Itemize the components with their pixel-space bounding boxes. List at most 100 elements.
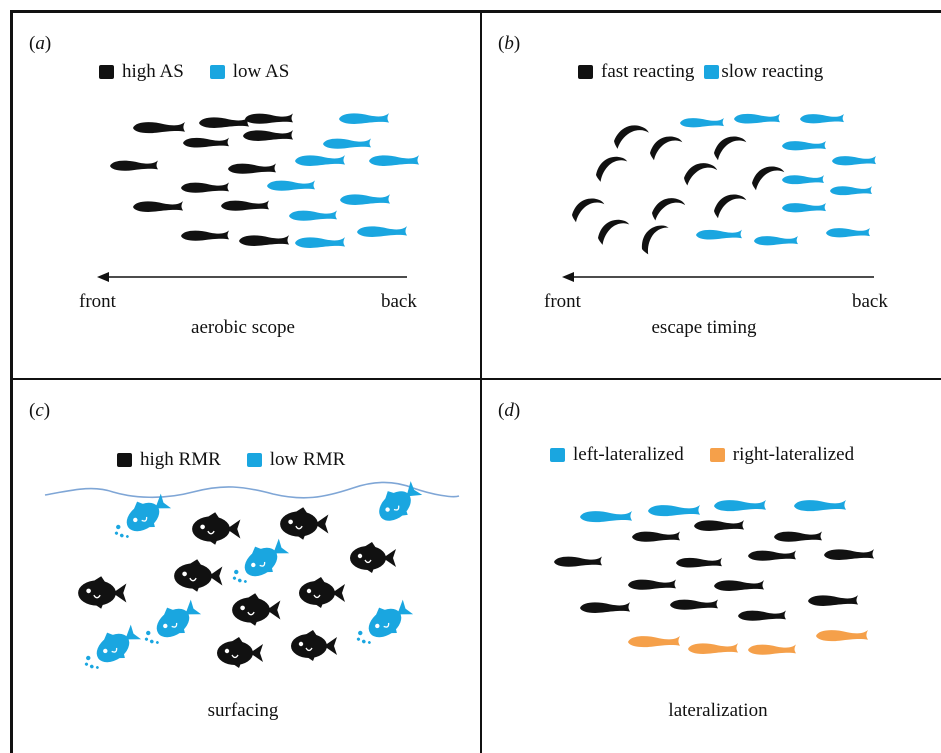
- bubbles-icon: [86, 655, 91, 661]
- legend-label-slow: slow reacting: [721, 61, 824, 82]
- fish-silhouette-icon: [824, 549, 874, 560]
- fish-silhouette-icon: [800, 113, 844, 124]
- round-fish-icon: [356, 599, 414, 644]
- bubbles-icon: [114, 531, 119, 535]
- round-fish-icon: [350, 542, 396, 573]
- fish-silhouette-icon: [734, 113, 780, 124]
- fish-silhouette-icon: [714, 194, 747, 219]
- bubbles-icon: [89, 664, 94, 669]
- caption-b: escape timing: [651, 317, 757, 338]
- caption-a: aerobic scope: [191, 317, 295, 338]
- legend-label-high-rmr: high RMR: [140, 449, 221, 470]
- fish-silhouette-icon: [714, 136, 747, 161]
- fish-silhouette-icon: [598, 219, 630, 245]
- arrow-left-icon: [562, 272, 574, 282]
- fish-silhouette-icon: [339, 113, 389, 124]
- school-diagram-a: [97, 113, 419, 282]
- legend-swatch-high-rmr: [117, 453, 132, 467]
- bubbles-icon: [95, 666, 99, 669]
- panel-label-a: (a): [29, 33, 52, 54]
- fish-silhouette-icon: [650, 136, 683, 161]
- axis-front-a: front: [79, 291, 116, 312]
- fish-silhouette-icon: [816, 629, 868, 642]
- legend-swatch-low-rmr: [246, 453, 262, 467]
- fish-silhouette-icon: [295, 155, 345, 166]
- bubbles-icon: [237, 578, 242, 583]
- legend-swatch-right: [709, 448, 725, 462]
- fish-silhouette-icon: [572, 198, 605, 223]
- fish-silhouette-icon: [340, 194, 390, 205]
- fish-silhouette-icon: [596, 156, 628, 182]
- bubbles-icon: [119, 533, 124, 538]
- round-fish-icon: [232, 538, 290, 583]
- fish-silhouette-icon: [688, 643, 738, 654]
- legend-swatch-slow: [704, 65, 720, 79]
- fish-silhouette-icon: [245, 113, 293, 124]
- legend-swatch-left: [550, 448, 565, 462]
- panel-escape-timing: (b) fast reacting slow reacting front ba…: [482, 10, 941, 380]
- fish-silhouette-icon: [295, 237, 345, 248]
- axis-front-b: front: [544, 291, 581, 312]
- fish-silhouette-icon: [357, 226, 407, 237]
- panel-surfacing: (c) high RMR low RMR surfacing: [10, 380, 482, 753]
- fish-silhouette-icon: [782, 175, 824, 185]
- legend-label-right: right-lateralized: [732, 444, 855, 465]
- bubbles-icon: [116, 524, 121, 530]
- fish-silhouette-icon: [369, 155, 419, 166]
- bubbles-icon: [358, 630, 363, 636]
- surfacing-diagram: [44, 481, 460, 669]
- fish-silhouette-icon: [714, 499, 766, 512]
- arrow-left-icon: [97, 272, 109, 282]
- fish-silhouette-icon: [181, 182, 229, 193]
- fish-silhouette-icon: [826, 227, 870, 238]
- bubbles-icon: [232, 576, 237, 580]
- fish-silhouette-icon: [199, 117, 249, 128]
- fish-silhouette-icon: [239, 235, 289, 246]
- fish-silhouette-icon: [748, 550, 796, 561]
- bubbles-icon: [243, 580, 247, 583]
- legend-b: fast reacting slow reacting: [578, 61, 823, 83]
- panel-label-d: (d): [498, 400, 521, 421]
- round-fish-icon: [114, 493, 172, 538]
- fish-silhouette-icon: [808, 595, 858, 606]
- legend-a: high AS low AS: [99, 61, 289, 83]
- fish-silhouette-icon: [641, 225, 669, 255]
- round-fish-icon: [232, 593, 281, 626]
- caption-c: surfacing: [207, 700, 279, 721]
- bubbles-icon: [149, 639, 154, 644]
- fish-silhouette-icon: [714, 580, 764, 591]
- round-fish-icon: [174, 559, 223, 592]
- fish-silhouette-icon: [580, 510, 632, 523]
- axis-back-b: back: [852, 291, 888, 312]
- school-diagram-b: [562, 113, 876, 282]
- round-fish-icon: [192, 512, 241, 545]
- fish-silhouette-icon: [289, 210, 337, 221]
- round-fish-icon: [217, 637, 263, 668]
- fish-silhouette-icon: [754, 235, 798, 246]
- legend-label-left: left-lateralized: [573, 444, 684, 465]
- legend-swatch-fast: [578, 65, 593, 79]
- round-fish-icon: [379, 481, 423, 521]
- round-fish-icon: [144, 599, 202, 644]
- fish-silhouette-icon: [183, 137, 229, 148]
- legend-swatch-low-as: [209, 65, 225, 79]
- legend-label-high-as: high AS: [122, 61, 184, 82]
- fish-silhouette-icon: [694, 520, 744, 531]
- fish-silhouette-icon: [782, 202, 826, 213]
- school-diagram-d: [554, 499, 874, 655]
- panel-aerobic-scope: (a) high AS low AS front back aerobic sc…: [10, 10, 482, 380]
- fish-silhouette-icon: [832, 155, 876, 166]
- fish-silhouette-icon: [676, 557, 722, 568]
- bubbles-icon: [234, 569, 239, 575]
- fish-silhouette-icon: [580, 602, 630, 613]
- fish-silhouette-icon: [830, 186, 872, 196]
- fish-silhouette-icon: [782, 140, 826, 151]
- fish-silhouette-icon: [221, 200, 269, 211]
- round-fish-icon: [78, 576, 127, 609]
- bubbles-icon: [125, 535, 129, 538]
- legend-label-fast: fast reacting: [601, 61, 695, 82]
- legend-label-low-rmr: low RMR: [269, 449, 346, 470]
- round-fish-icon: [291, 630, 337, 661]
- legend-label-low-as: low AS: [232, 61, 290, 82]
- fish-silhouette-icon: [738, 610, 786, 621]
